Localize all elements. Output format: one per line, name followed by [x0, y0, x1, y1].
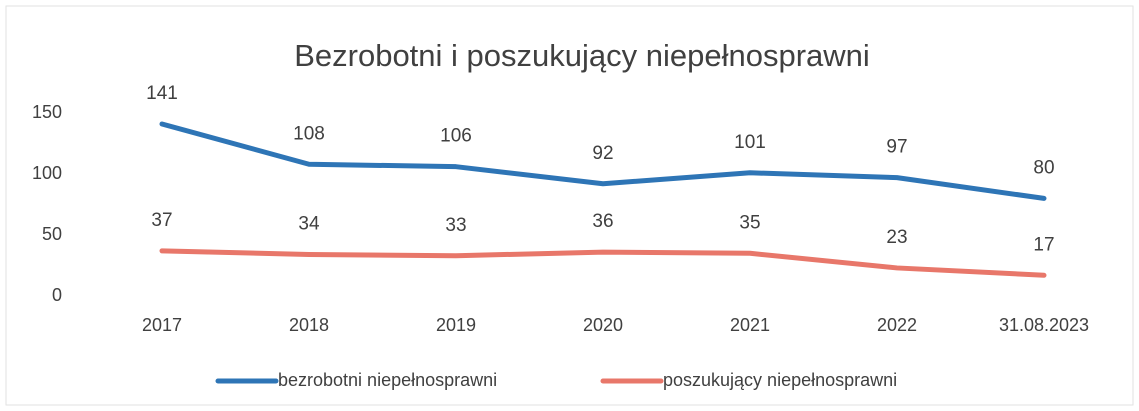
series-line	[159, 248, 1047, 278]
chart-title: Bezrobotni i poszukujący niepełnosprawni	[294, 38, 870, 73]
data-label: 34	[298, 214, 320, 235]
x-tick-label: 2017	[142, 315, 182, 335]
x-tick-label: 2022	[877, 315, 917, 335]
data-label: 36	[592, 211, 613, 232]
x-tick-label: 2019	[436, 315, 476, 335]
x-tick-label: 2018	[289, 315, 329, 335]
data-label: 33	[445, 215, 466, 236]
y-tick-label: 150	[32, 102, 62, 122]
data-label: 97	[886, 137, 907, 158]
data-label: 80	[1033, 157, 1054, 178]
chart-frame	[5, 5, 1134, 406]
series-line	[159, 121, 1047, 201]
data-label: 108	[293, 123, 325, 144]
data-label: 141	[146, 83, 178, 104]
y-tick-label: 0	[52, 285, 62, 305]
data-label: 23	[886, 227, 907, 248]
legend-label: bezrobotni niepełnosprawni	[278, 370, 497, 390]
y-tick-label: 100	[32, 163, 62, 183]
legend-label: poszukujący niepełnosprawni	[663, 370, 897, 390]
x-tick-label: 31.08.2023	[999, 315, 1089, 335]
data-label: 17	[1033, 234, 1054, 255]
data-label: 92	[592, 143, 613, 164]
y-tick-label: 50	[42, 224, 62, 244]
x-tick-label: 2020	[583, 315, 623, 335]
data-label: 101	[734, 132, 766, 153]
data-label: 37	[151, 210, 172, 231]
x-tick-label: 2021	[730, 315, 770, 335]
data-label: 35	[739, 212, 760, 233]
data-label: 106	[440, 126, 472, 147]
